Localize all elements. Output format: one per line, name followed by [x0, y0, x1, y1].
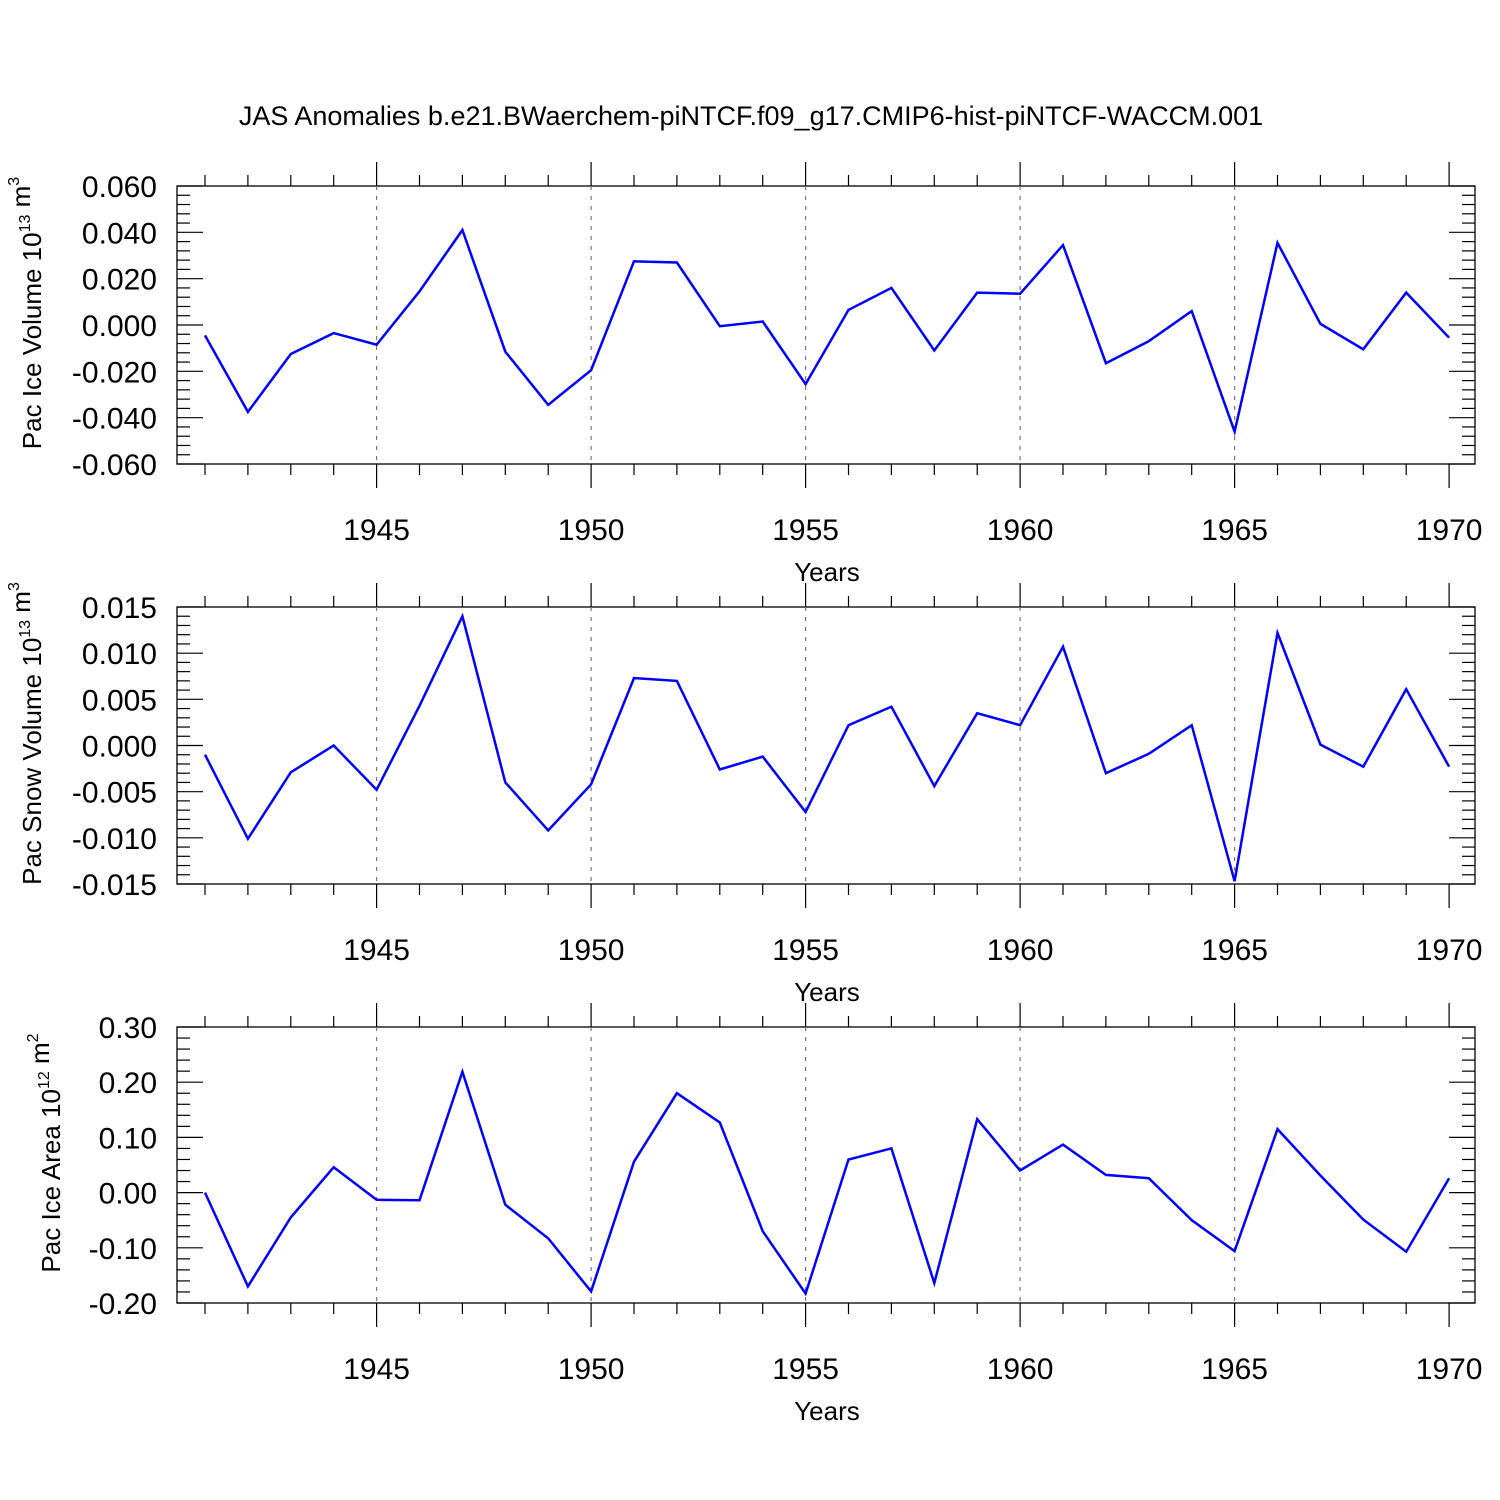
x-axis-title: Years — [794, 1396, 860, 1426]
y-axis-title-exponent: 3 — [6, 582, 23, 591]
y-axis-title-text: m — [25, 1042, 55, 1071]
x-tick-label: 1950 — [558, 934, 625, 967]
x-axis-title: Years — [794, 977, 860, 1007]
x-tick-label: 1970 — [1416, 934, 1483, 967]
y-axis-title-exponent: 3 — [6, 177, 23, 186]
y-tick-label: 0.00 — [99, 1178, 157, 1211]
y-axis-title-text: m — [6, 186, 36, 215]
y-tick-label: -0.060 — [72, 449, 157, 482]
x-tick-label: 1965 — [1201, 1353, 1268, 1386]
panel-3: -0.20 -0.10 0.00 0.10 0.20 0.30 1945 1950 1955 19… — [25, 1003, 1482, 1426]
y-axis-title-text: Pac Snow Volume 10 — [17, 638, 47, 885]
y-axis-title-exponent: 13 — [17, 214, 34, 232]
panel-2: -0.015 -0.010 -0.005 0.000 0.005 0.010 0.015 19… — [6, 582, 1482, 1007]
y-tick-label: -0.010 — [72, 823, 157, 856]
series-line — [203, 1067, 1451, 1297]
y-tick-label: -0.015 — [72, 869, 157, 902]
x-tick-label: 1945 — [343, 514, 410, 547]
x-tick-label: 1945 — [343, 1353, 410, 1386]
y-axis-title: Pac Ice Area 1012 m2 — [25, 1033, 66, 1272]
x-axis-title: Years — [794, 557, 860, 587]
y-tick-label: 0.040 — [82, 217, 157, 250]
y-axis-title-text: Pac Ice Area 10 — [36, 1089, 66, 1273]
y-tick-label: 0.005 — [82, 684, 157, 717]
x-tick-label: 1950 — [558, 514, 625, 547]
chart-title: JAS Anomalies b.e21.BWaerchem-piNTCF.f09… — [239, 101, 1263, 131]
plot-frame — [176, 606, 1476, 885]
y-tick-label: -0.020 — [72, 356, 157, 389]
x-tick-label: 1970 — [1416, 514, 1483, 547]
y-axis-title-exponent: 12 — [36, 1071, 53, 1089]
y-tick-label: -0.20 — [89, 1288, 157, 1321]
x-tick-label: 1960 — [987, 1353, 1054, 1386]
y-tick-label: -0.10 — [89, 1233, 157, 1266]
y-axis-title-exponent: 13 — [17, 620, 34, 638]
panels: -0.060 -0.040 -0.020 0.000 0.020 0.040 0.060 19… — [6, 162, 1482, 1426]
y-tick-label: -0.005 — [72, 777, 157, 810]
y-tick-label: 0.060 — [82, 171, 157, 204]
plot-frame — [176, 185, 1476, 465]
x-tick-label: 1955 — [772, 934, 839, 967]
y-tick-label: 0.010 — [82, 638, 157, 671]
y-tick-label: 0.000 — [82, 310, 157, 343]
panel-1: -0.060 -0.040 -0.020 0.000 0.020 0.040 0.060 19… — [6, 162, 1482, 587]
y-axis-title-exponent: 2 — [25, 1033, 42, 1042]
y-axis-title: Pac Ice Volume 1013 m3 — [6, 177, 47, 450]
y-tick-label: 0.000 — [82, 731, 157, 764]
y-axis-title-text: m — [6, 591, 36, 620]
y-tick-label: 0.20 — [99, 1067, 157, 1100]
x-tick-label: 1950 — [558, 1353, 625, 1386]
series-line — [203, 612, 1451, 882]
y-tick-label: -0.040 — [72, 403, 157, 436]
x-tick-label: 1965 — [1201, 934, 1268, 967]
y-tick-label: 0.10 — [99, 1122, 157, 1155]
y-axis-title-text: Pac Ice Volume 10 — [17, 232, 47, 449]
x-tick-label: 1955 — [772, 514, 839, 547]
x-tick-label: 1970 — [1416, 1353, 1483, 1386]
x-tick-label: 1960 — [987, 934, 1054, 967]
y-tick-label: 0.015 — [82, 592, 157, 625]
y-tick-label: 0.020 — [82, 264, 157, 297]
y-tick-label: 0.30 — [99, 1012, 157, 1045]
x-tick-label: 1955 — [772, 1353, 839, 1386]
x-tick-label: 1965 — [1201, 514, 1268, 547]
y-axis-title: Pac Snow Volume 1013 m3 — [6, 582, 47, 885]
x-tick-label: 1945 — [343, 934, 410, 967]
x-tick-label: 1960 — [987, 514, 1054, 547]
series-line — [203, 227, 1451, 437]
plot-frame — [176, 1026, 1476, 1304]
